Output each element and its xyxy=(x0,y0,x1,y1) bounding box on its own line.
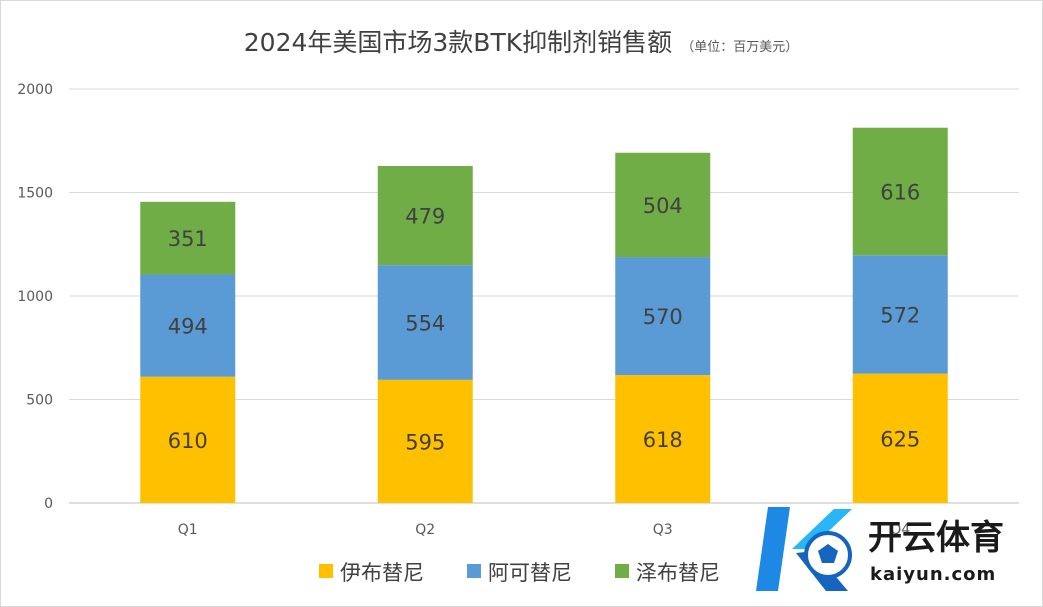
legend-swatch xyxy=(615,564,629,578)
legend: 伊布替尼 阿可替尼 泽布替尼 xyxy=(319,561,720,585)
legend-label: 伊布替尼 xyxy=(340,561,424,585)
logo-mark-icon xyxy=(756,507,852,591)
data-label: 351 xyxy=(168,227,208,251)
legend-swatch xyxy=(319,564,333,578)
data-label: 572 xyxy=(880,303,920,327)
x-category-label: Q3 xyxy=(653,522,673,538)
bar-segment xyxy=(140,376,236,503)
data-label: 625 xyxy=(880,427,920,451)
bar-segment xyxy=(852,373,948,503)
data-label: 595 xyxy=(405,430,445,454)
bar-segment xyxy=(377,379,473,503)
bar-segment xyxy=(615,152,711,258)
y-tick-label: 500 xyxy=(26,393,53,409)
data-labels: 610 494 351 595 554 479 618 570 504 625 572 616 xyxy=(168,180,921,454)
data-label: 479 xyxy=(405,205,445,229)
y-axis-ticks: 0 500 1000 1500 2000 xyxy=(17,82,53,512)
data-label: 494 xyxy=(168,315,208,339)
bar-segment xyxy=(615,257,711,376)
y-tick-label: 1000 xyxy=(17,289,53,305)
bar-segment xyxy=(377,166,473,266)
legend-label: 阿可替尼 xyxy=(488,561,572,585)
logo-url: kaiyun.com xyxy=(870,564,996,585)
x-category-label: Q2 xyxy=(415,522,435,538)
logo-name: 开云体育 xyxy=(868,518,1004,558)
bar-segment xyxy=(377,265,473,380)
y-tick-label: 1500 xyxy=(17,186,53,202)
watermark-logo: 开云体育 kaiyun.com xyxy=(756,507,1004,591)
legend-label: 泽布替尼 xyxy=(636,561,720,585)
data-label: 610 xyxy=(168,429,208,453)
chart-title-unit: （单位：百万美元） xyxy=(681,40,798,55)
data-label: 618 xyxy=(643,428,683,452)
bar-segment xyxy=(140,274,236,377)
data-label: 570 xyxy=(643,305,683,329)
legend-swatch xyxy=(467,564,481,578)
bar-segment xyxy=(852,255,948,374)
y-tick-label: 2000 xyxy=(17,82,53,98)
chart-title: 2024年美国市场3款BTK抑制剂销售额 （单位：百万美元） xyxy=(244,28,798,57)
bar-segment xyxy=(140,201,236,275)
x-category-label: Q1 xyxy=(178,522,198,538)
x-category-label: Q4 xyxy=(890,522,910,538)
y-tick-label: 0 xyxy=(44,496,53,512)
bar-segment xyxy=(852,127,948,256)
data-label: 616 xyxy=(880,180,920,204)
data-label: 504 xyxy=(643,194,683,218)
data-label: 554 xyxy=(405,311,445,335)
bars xyxy=(140,127,948,503)
x-axis-categories: Q1 Q2 Q3 Q4 xyxy=(178,522,911,538)
chart-title-main: 2024年美国市场3款BTK抑制剂销售额 xyxy=(244,28,672,57)
bar-segment xyxy=(615,375,711,503)
